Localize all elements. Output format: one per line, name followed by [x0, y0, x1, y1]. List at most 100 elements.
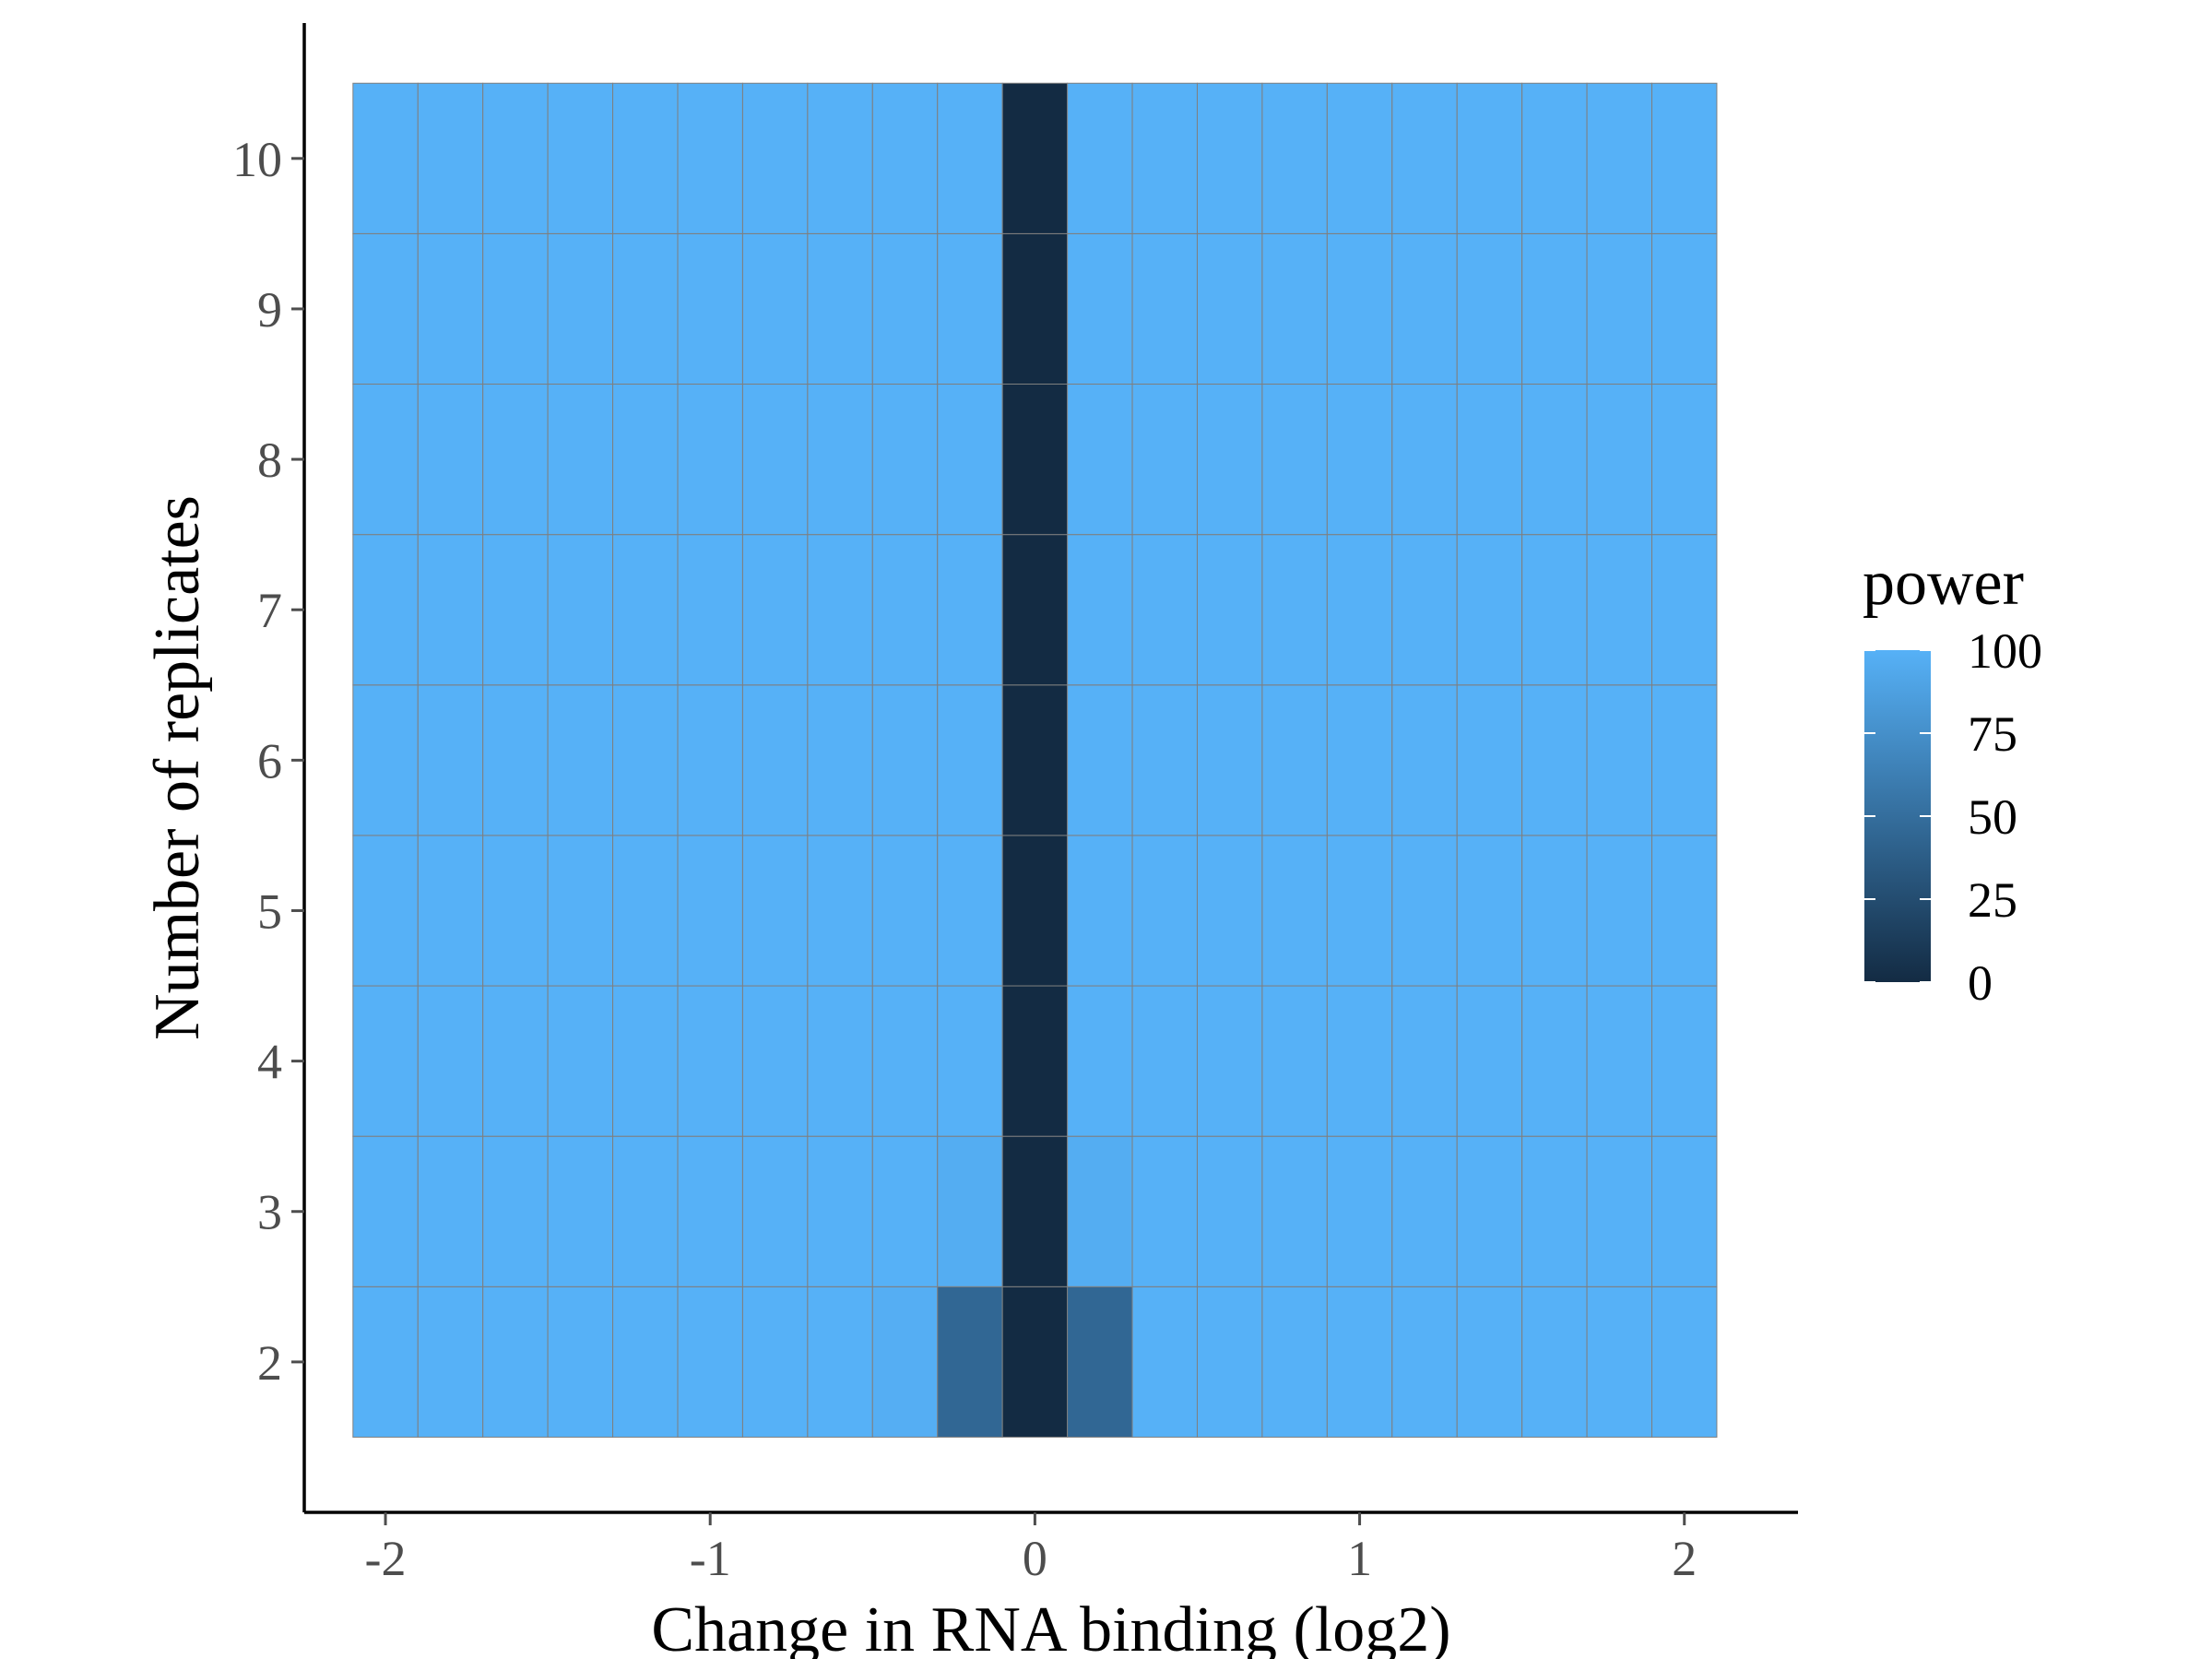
heatmap-tile [1326, 82, 1393, 234]
heatmap-tile [677, 835, 743, 987]
heatmap-tile [1196, 835, 1263, 987]
heatmap-tile [871, 1135, 939, 1287]
heatmap-tile [352, 232, 419, 385]
heatmap-tile [1391, 1135, 1458, 1287]
heatmap-tile [612, 684, 679, 836]
heatmap-tile [1651, 384, 1718, 536]
heatmap-tile [937, 1135, 1003, 1287]
heatmap-tile [1001, 232, 1069, 385]
heatmap-tile [1067, 985, 1133, 1137]
heatmap-tile [352, 534, 419, 686]
heatmap-tile [1586, 384, 1653, 536]
heatmap-tile [1391, 684, 1458, 836]
heatmap-tile [1326, 684, 1393, 836]
y-tick-label: 4 [257, 1035, 282, 1090]
heatmap-tile [677, 1286, 743, 1438]
heatmap-tile [1326, 384, 1393, 536]
heatmap-tile [1196, 384, 1263, 536]
heatmap-tile [741, 534, 809, 686]
heatmap-tile [1001, 384, 1069, 536]
heatmap-tile [612, 232, 679, 385]
heatmap-tile [1196, 1135, 1263, 1287]
legend-label: 75 [1968, 706, 2017, 762]
heatmap-tile [1521, 534, 1588, 686]
heatmap-tile [1456, 82, 1523, 234]
heatmap-tile [547, 835, 614, 987]
heatmap-tile [417, 1286, 484, 1438]
heatmap-tile [807, 1135, 873, 1287]
heatmap-tile [1067, 232, 1133, 385]
heatmap-tile [1456, 1135, 1523, 1287]
heatmap-tile [1521, 1286, 1588, 1438]
x-tick-label: -2 [365, 1531, 407, 1586]
heatmap-tile [1067, 835, 1133, 987]
heatmap-tile [1326, 1135, 1393, 1287]
heatmap-tile [741, 82, 809, 234]
y-tick-label: 10 [232, 132, 282, 187]
legend-ticks: 0 25 50 75 100 [1864, 623, 2042, 1011]
heatmap-tile [612, 534, 679, 686]
heatmap-tile [937, 985, 1003, 1137]
heatmap-tile [482, 684, 549, 836]
heatmap-tile [1196, 82, 1263, 234]
heatmap-tile [547, 985, 614, 1137]
heatmap-tile [1261, 1286, 1328, 1438]
heatmap-tile [937, 534, 1003, 686]
heatmap-tile [1131, 835, 1198, 987]
heatmap-tile [807, 232, 873, 385]
heatmap-tile [871, 82, 939, 234]
heatmap-tile [1391, 232, 1458, 385]
heatmap-tile [1391, 1286, 1458, 1438]
heatmap-tile [1261, 684, 1328, 836]
heatmap-tile [677, 1135, 743, 1287]
y-tick-label: 6 [257, 733, 282, 788]
heatmap-tile [677, 985, 743, 1137]
heatmap-tile [1001, 835, 1069, 987]
heatmap-tile [1326, 985, 1393, 1137]
heatmap-tile [741, 232, 809, 385]
heatmap-tile [482, 1135, 549, 1287]
heatmap-tile [1651, 985, 1718, 1137]
legend-label: 0 [1968, 955, 1993, 1011]
x-axis-ticks: -2 -1 0 1 2 [365, 1512, 1697, 1586]
heatmap-tile [1067, 684, 1133, 836]
x-tick-label: 0 [1023, 1531, 1047, 1586]
heatmap-tile [612, 1286, 679, 1438]
heatmap-tile [1326, 534, 1393, 686]
heatmap-tile [417, 684, 484, 836]
heatmap-tile [1326, 835, 1393, 987]
heatmap-tile [1521, 232, 1588, 385]
x-tick-label: 2 [1672, 1531, 1697, 1586]
heatmap-tile [1131, 384, 1198, 536]
heatmap-tile [1261, 384, 1328, 536]
heatmap-tile [417, 82, 484, 234]
heatmap-tile [417, 534, 484, 686]
heatmap-tile [937, 835, 1003, 987]
heatmap-tile [807, 985, 873, 1137]
heatmap-tile [417, 384, 484, 536]
heatmap-tile [1391, 835, 1458, 987]
heatmap-tile [1586, 232, 1653, 385]
heatmap-tile [677, 232, 743, 385]
heatmap-tile [1521, 384, 1588, 536]
heatmap-tile [1067, 1135, 1133, 1287]
heatmap-tiles [352, 82, 1718, 1438]
heatmap-tile [1391, 985, 1458, 1137]
heatmap-tile [352, 82, 419, 234]
heatmap-tile [871, 384, 939, 536]
y-tick-label: 5 [257, 883, 282, 939]
heatmap-tile [1651, 82, 1718, 234]
heatmap-tile [352, 1135, 419, 1287]
heatmap-tile [1651, 1286, 1718, 1438]
heatmap-tile [547, 534, 614, 686]
heatmap-tile [417, 232, 484, 385]
heatmap-tile [1521, 684, 1588, 836]
heatmap-tile [807, 384, 873, 536]
heatmap-tile [352, 985, 419, 1137]
heatmap-tile [677, 534, 743, 686]
heatmap-tile [871, 684, 939, 836]
heatmap-tile [482, 534, 549, 686]
heatmap-tile [741, 835, 809, 987]
heatmap-tile [1456, 985, 1523, 1137]
